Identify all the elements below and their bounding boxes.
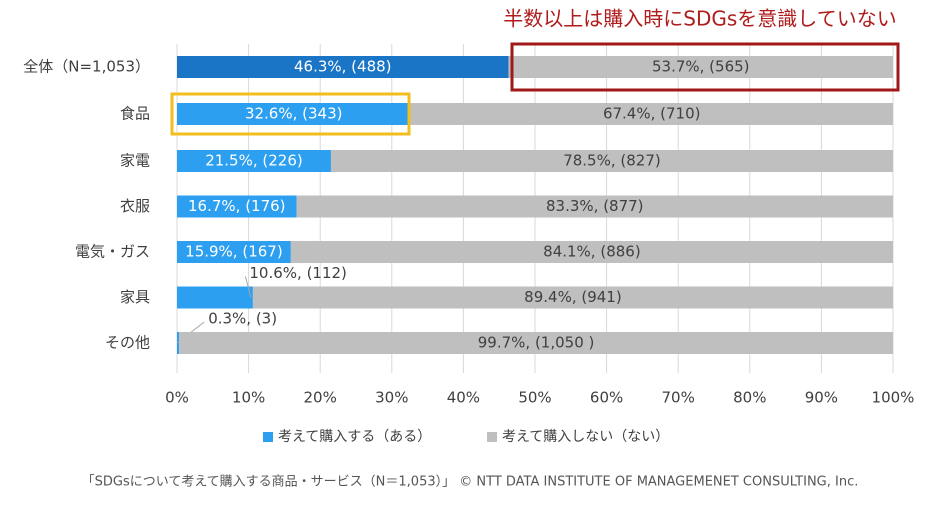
legend-label: 考えて購入しない（ない） bbox=[502, 429, 669, 445]
bar bbox=[179, 332, 893, 354]
x-tick-label: 100% bbox=[872, 389, 915, 407]
data-label: 46.3%, (488) bbox=[294, 58, 392, 76]
bar bbox=[177, 150, 331, 172]
y-tick-label: 食品 bbox=[120, 105, 150, 123]
data-label: 53.7%, (565) bbox=[652, 58, 750, 76]
highlight-box bbox=[170, 92, 411, 136]
y-tick-label: 衣服 bbox=[120, 197, 150, 215]
data-label: 32.6%, (343) bbox=[245, 105, 343, 123]
bar bbox=[177, 195, 297, 218]
data-label: 67.4%, (710) bbox=[603, 105, 701, 123]
x-tick-label: 60% bbox=[590, 389, 623, 407]
data-label: 21.5%, (226) bbox=[205, 152, 303, 170]
data-label: 89.4%, (941) bbox=[524, 288, 622, 306]
bar bbox=[177, 241, 291, 263]
annotation: 半数以上は購入時にSDGsを意識していない bbox=[503, 7, 896, 31]
y-tick-label: 電気・ガス bbox=[75, 243, 150, 261]
legend-swatch bbox=[487, 432, 497, 442]
x-tick-label: 40% bbox=[447, 389, 480, 407]
data-label: 83.3%, (877) bbox=[546, 197, 644, 215]
legend-swatch bbox=[263, 432, 273, 442]
data-label: 78.5%, (827) bbox=[563, 152, 661, 170]
y-tick-label: 家具 bbox=[120, 288, 150, 306]
bar bbox=[177, 286, 253, 309]
x-tick-label: 30% bbox=[375, 389, 408, 407]
x-tick-label: 80% bbox=[733, 389, 766, 407]
data-label: 0.3%, (3) bbox=[208, 310, 277, 328]
bar bbox=[296, 195, 893, 218]
bar bbox=[290, 241, 893, 263]
source: 「SDGsについて考えて購入する商品・サービス（N＝1,053）」 © NTT … bbox=[82, 475, 859, 490]
x-tick-label: 70% bbox=[662, 389, 695, 407]
bar bbox=[252, 286, 893, 309]
data-label: 10.6%, (112) bbox=[249, 264, 347, 282]
bar bbox=[410, 103, 893, 125]
x-tick-label: 0% bbox=[165, 389, 189, 407]
bar bbox=[177, 103, 411, 125]
bar bbox=[330, 150, 893, 172]
x-tick-label: 10% bbox=[232, 389, 265, 407]
y-tick-label: 家電 bbox=[120, 152, 150, 170]
data-label: 15.9%, (167) bbox=[185, 243, 283, 261]
x-tick-label: 20% bbox=[304, 389, 337, 407]
bar bbox=[177, 56, 509, 78]
data-label: 16.7%, (176) bbox=[188, 197, 286, 215]
y-tick-label: その他 bbox=[105, 334, 150, 352]
data-label: 84.1%, (886) bbox=[543, 243, 641, 261]
x-tick-label: 50% bbox=[518, 389, 551, 407]
y-tick-label: 全体（N=1,053） bbox=[23, 58, 150, 76]
bar bbox=[508, 56, 893, 78]
leader-line bbox=[244, 276, 252, 298]
x-tick-label: 90% bbox=[805, 389, 838, 407]
legend-label: 考えて購入する（ある） bbox=[278, 429, 431, 445]
highlight-box bbox=[510, 42, 900, 92]
data-label: 99.7%, (1,050 ) bbox=[478, 334, 595, 352]
bar bbox=[177, 332, 180, 354]
